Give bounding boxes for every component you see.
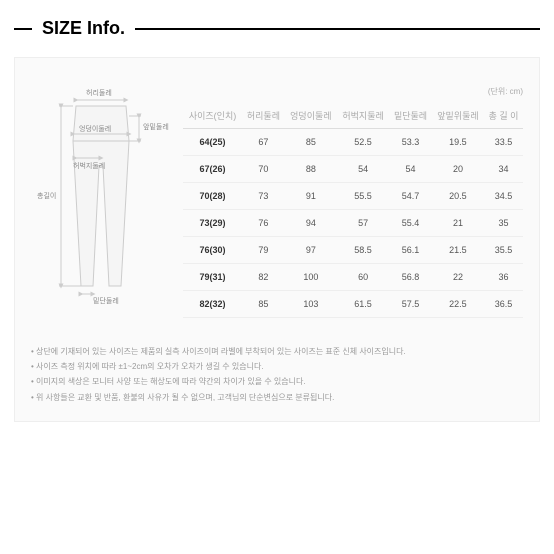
dash-left [14, 28, 32, 30]
title-text: SIZE Info. [42, 18, 125, 39]
label-thigh: 허벅지둘레 [73, 161, 105, 171]
notes-block: 상단에 기재되어 있는 사이즈는 제품의 실측 사이즈이며 라벨에 부착되어 있… [31, 344, 523, 405]
table-cell: 58.5 [337, 237, 389, 264]
table-col-header: 총 길 이 [484, 103, 523, 129]
table-cell: 54.7 [389, 183, 432, 210]
label-hip: 엉덩이둘레 [79, 124, 111, 134]
table-cell: 35 [484, 210, 523, 237]
table-cell: 54 [389, 156, 432, 183]
table-cell: 55.4 [389, 210, 432, 237]
table-col-header: 허벅지둘레 [337, 103, 389, 129]
note-line: 사이즈 측정 위치에 따라 ±1~2cm의 오차가 오차가 생길 수 있습니다. [31, 359, 523, 374]
title-line [135, 28, 540, 30]
label-total-length: 총길이 [37, 191, 56, 201]
table-cell: 36 [484, 264, 523, 291]
note-line: 상단에 기재되어 있는 사이즈는 제품의 실측 사이즈이며 라벨에 부착되어 있… [31, 344, 523, 359]
table-cell: 73(29) [183, 210, 242, 237]
table-cell: 34 [484, 156, 523, 183]
section-title: SIZE Info. [14, 18, 540, 39]
table-cell: 33.5 [484, 129, 523, 156]
note-line: 위 사항들은 교환 및 반품, 환불의 사유가 될 수 없으며, 고객님의 단순… [31, 390, 523, 405]
unit-label: (단위: cm) [183, 86, 523, 97]
table-cell: 21 [432, 210, 484, 237]
table-cell: 85 [242, 291, 285, 318]
table-cell: 103 [285, 291, 337, 318]
table-cell: 73 [242, 183, 285, 210]
table-cell: 79(31) [183, 264, 242, 291]
table-cell: 22 [432, 264, 484, 291]
table-cell: 76(30) [183, 237, 242, 264]
table-cell: 52.5 [337, 129, 389, 156]
table-cell: 19.5 [432, 129, 484, 156]
table-cell: 85 [285, 129, 337, 156]
label-hem: 밑단둘레 [93, 296, 119, 306]
table-row: 76(30)799758.556.121.535.5 [183, 237, 523, 264]
table-cell: 67 [242, 129, 285, 156]
pants-diagram: 허리둘레 엉덩이둘레 허벅지둘레 앞밑둘레 총길이 밑단둘레 [31, 86, 171, 306]
table-row: 73(29)76945755.42135 [183, 210, 523, 237]
table-row: 64(25)678552.553.319.533.5 [183, 129, 523, 156]
table-cell: 35.5 [484, 237, 523, 264]
table-col-header: 밑단둘레 [389, 103, 432, 129]
size-table: 사이즈(인치)허리둘레엉덩이둘레허벅지둘레밑단둘레앞밑위둘레총 길 이 64(2… [183, 103, 523, 318]
table-col-header: 엉덩이둘레 [285, 103, 337, 129]
table-cell: 54 [337, 156, 389, 183]
table-body: 64(25)678552.553.319.533.567(26)70885454… [183, 129, 523, 318]
top-row: 허리둘레 엉덩이둘레 허벅지둘레 앞밑둘레 총길이 밑단둘레 (단위: cm) … [31, 86, 523, 318]
table-cell: 21.5 [432, 237, 484, 264]
table-row: 67(26)708854542034 [183, 156, 523, 183]
table-cell: 67(26) [183, 156, 242, 183]
table-cell: 20 [432, 156, 484, 183]
table-cell: 34.5 [484, 183, 523, 210]
table-cell: 57 [337, 210, 389, 237]
table-cell: 97 [285, 237, 337, 264]
table-row: 70(28)739155.554.720.534.5 [183, 183, 523, 210]
size-table-wrap: (단위: cm) 사이즈(인치)허리둘레엉덩이둘레허벅지둘레밑단둘레앞밑위둘레총… [183, 86, 523, 318]
table-col-header: 사이즈(인치) [183, 103, 242, 129]
table-cell: 53.3 [389, 129, 432, 156]
table-cell: 20.5 [432, 183, 484, 210]
table-cell: 76 [242, 210, 285, 237]
table-cell: 91 [285, 183, 337, 210]
label-waist: 허리둘레 [86, 88, 112, 98]
table-cell: 56.8 [389, 264, 432, 291]
table-cell: 55.5 [337, 183, 389, 210]
table-cell: 57.5 [389, 291, 432, 318]
table-cell: 88 [285, 156, 337, 183]
note-line: 이미지의 색상은 모니터 사양 또는 해상도에 따라 약간의 차이가 있을 수 … [31, 374, 523, 389]
table-row: 79(31)821006056.82236 [183, 264, 523, 291]
table-cell: 70 [242, 156, 285, 183]
table-cell: 79 [242, 237, 285, 264]
table-cell: 36.5 [484, 291, 523, 318]
table-cell: 70(28) [183, 183, 242, 210]
table-cell: 82 [242, 264, 285, 291]
table-col-header: 앞밑위둘레 [432, 103, 484, 129]
label-front-rise: 앞밑둘레 [143, 122, 169, 132]
table-cell: 82(32) [183, 291, 242, 318]
table-cell: 61.5 [337, 291, 389, 318]
table-cell: 56.1 [389, 237, 432, 264]
table-cell: 22.5 [432, 291, 484, 318]
size-panel: 허리둘레 엉덩이둘레 허벅지둘레 앞밑둘레 총길이 밑단둘레 (단위: cm) … [14, 57, 540, 422]
table-cell: 94 [285, 210, 337, 237]
table-header-row: 사이즈(인치)허리둘레엉덩이둘레허벅지둘레밑단둘레앞밑위둘레총 길 이 [183, 103, 523, 129]
table-col-header: 허리둘레 [242, 103, 285, 129]
table-row: 82(32)8510361.557.522.536.5 [183, 291, 523, 318]
table-cell: 64(25) [183, 129, 242, 156]
table-cell: 60 [337, 264, 389, 291]
table-cell: 100 [285, 264, 337, 291]
